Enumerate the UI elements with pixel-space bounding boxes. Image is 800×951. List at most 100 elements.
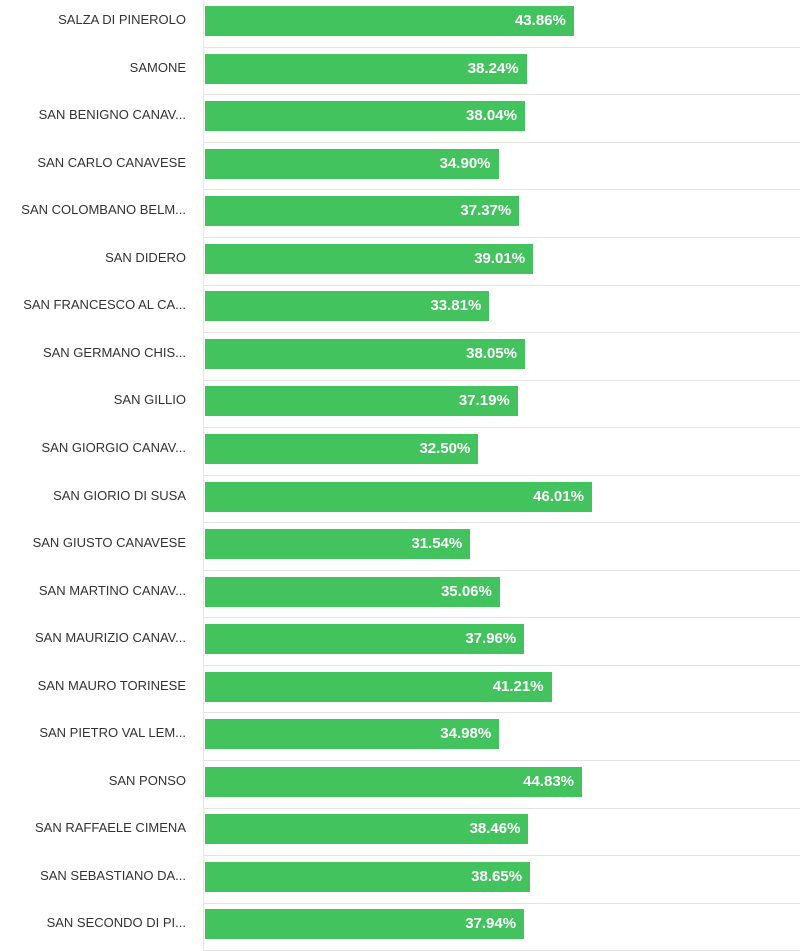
bar: 37.96% [205, 624, 525, 655]
bar: 38.65% [205, 861, 531, 892]
data-label: 37.94% [465, 915, 517, 933]
bar-row: SAN MAURO TORINESE 41.21% [0, 666, 800, 714]
data-label: 38.04% [466, 107, 517, 125]
category-label: SAN RAFFAELE CIMENA [35, 820, 186, 836]
category-label: SAN FRANCESCO AL CA... [23, 297, 186, 313]
row-separator [204, 807, 800, 809]
row-separator [204, 664, 800, 666]
row-separator [204, 46, 800, 48]
bar: 33.81% [205, 291, 490, 322]
bar-row: SAN FRANCESCO AL CA... 33.81% [0, 285, 800, 334]
data-label: 31.54% [411, 535, 463, 553]
row-separator [204, 760, 800, 762]
category-label: SAN COLOMBANO BELM... [21, 202, 186, 218]
row-separator [204, 427, 800, 429]
bar-row: SALZA DI PINEROLO 43.86% [0, 0, 800, 48]
data-label: 34.98% [440, 725, 492, 743]
data-label: 38.46% [469, 820, 521, 838]
bar-row: SAN MARTINO CANAV... 35.06% [0, 571, 800, 619]
category-label: SAN GIORGIO CANAV... [41, 439, 186, 455]
row-separator [204, 284, 800, 286]
bar-row: SAN PONSO 44.83% [0, 761, 800, 809]
bar: 39.01% [205, 243, 534, 274]
bar-row: SAMONE 38.24% [0, 48, 800, 96]
row-separator [204, 902, 800, 904]
category-label: SAN PIETRO VAL LEM... [39, 725, 186, 741]
bar: 46.01% [205, 481, 592, 512]
data-label: 32.50% [419, 439, 471, 457]
row-separator [204, 236, 800, 238]
data-label: 41.21% [492, 677, 544, 695]
row-separator [204, 712, 800, 714]
row-separator [204, 855, 800, 857]
category-label: SAN CARLO CANAVESE [37, 154, 186, 170]
category-label: SAN PONSO [108, 772, 186, 788]
bar-row: SAN PIETRO VAL LEM... 34.98% [0, 713, 800, 762]
row-separator [204, 94, 800, 96]
category-label: SAN SEBASTIANO DA... [40, 867, 186, 883]
bar: 37.94% [205, 909, 525, 940]
data-label: 38.05% [466, 344, 517, 362]
bar-row: SAN GIORGIO CANAV... 32.50% [0, 428, 800, 476]
bar-row: SAN GILLIO 37.19% [0, 380, 800, 429]
row-separator [204, 474, 800, 476]
bar-row: SAN GIUSTO CANAVESE 31.54% [0, 523, 800, 571]
bar-row: SAN MAURIZIO CANAV... 37.96% [0, 618, 800, 666]
row-separator [204, 522, 800, 524]
row-separator [204, 332, 800, 334]
bar-row: SAN COLOMBANO BELM... 37.37% [0, 190, 800, 238]
data-label: 33.81% [430, 297, 482, 315]
data-label: 35.06% [440, 582, 492, 600]
bar-row: SAN GERMANO CHIS... 38.05% [0, 333, 800, 381]
data-label: 38.65% [471, 867, 523, 885]
bar-row: SAN SECONDO DI PI... 37.94% [0, 903, 800, 951]
category-label: SAN MAURIZIO CANAV... [35, 630, 186, 646]
bar: 43.86% [205, 6, 574, 36]
bar: 41.21% [205, 671, 552, 702]
category-axis-line [203, 0, 204, 951]
bar-row: SAN CARLO CANAVESE 34.90% [0, 143, 800, 191]
data-label: 39.01% [474, 249, 526, 267]
data-label: 37.37% [460, 202, 512, 220]
bar: 34.90% [205, 148, 499, 179]
row-separator [204, 569, 800, 571]
category-label: SALZA DI PINEROLO [58, 12, 186, 27]
bar-row: SAN RAFFAELE CIMENA 38.46% [0, 808, 800, 857]
bar: 32.50% [205, 433, 479, 464]
data-label: 43.86% [514, 12, 566, 29]
bar: 34.98% [205, 719, 500, 750]
bar-row: SAN DIDERO 39.01% [0, 238, 800, 286]
row-separator [204, 189, 800, 191]
category-label: SAN GIUSTO CANAVESE [32, 535, 186, 551]
bar-row: SAN BENIGNO CANAV... 38.04% [0, 95, 800, 143]
category-label: SAN DIDERO [105, 249, 186, 265]
bar: 44.83% [205, 766, 582, 797]
row-separator [204, 379, 800, 381]
category-label: SAN GERMANO CHIS... [42, 344, 186, 360]
category-label: SAN MARTINO CANAV... [38, 582, 186, 598]
bar-row: SAN SEBASTIANO DA... 38.65% [0, 856, 800, 904]
category-label: SAN GIORIO DI SUSA [53, 487, 186, 503]
bar: 35.06% [205, 576, 500, 607]
data-label: 46.01% [533, 487, 584, 505]
category-label: SAN SECONDO DI PI... [46, 915, 186, 931]
bar: 37.37% [205, 196, 520, 227]
data-label: 37.19% [458, 392, 510, 410]
bar: 38.24% [205, 53, 527, 84]
category-label: SAMONE [129, 59, 186, 75]
bar: 31.54% [205, 529, 471, 560]
row-separator [204, 141, 800, 143]
row-separator [204, 617, 800, 619]
data-label: 44.83% [523, 772, 574, 790]
bar: 37.19% [205, 386, 518, 417]
data-label: 37.96% [465, 630, 517, 648]
category-label: SAN BENIGNO CANAV... [38, 107, 186, 123]
bar: 38.46% [205, 814, 529, 845]
bar-row: SAN GIORIO DI SUSA 46.01% [0, 476, 800, 524]
data-label: 34.90% [439, 154, 491, 172]
bar: 38.05% [205, 338, 525, 369]
category-label: SAN MAURO TORINESE [37, 677, 186, 693]
category-label: SAN GILLIO [113, 392, 186, 408]
data-label: 38.24% [467, 59, 519, 77]
